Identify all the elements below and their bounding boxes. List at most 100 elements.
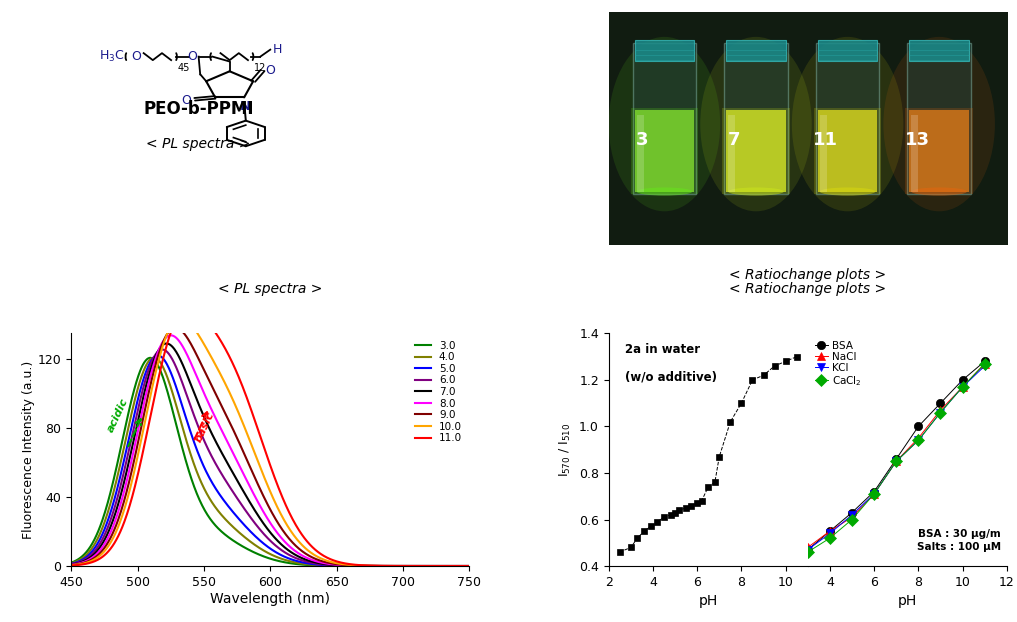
6.0	[135, 390, 147, 397]
5.0	[300, 559, 312, 567]
Bar	[631, 108, 699, 194]
Text: 12: 12	[254, 63, 266, 73]
4.0	[148, 354, 161, 361]
Ellipse shape	[637, 187, 693, 195]
Text: PEO-b-PPMI: PEO-b-PPMI	[143, 100, 254, 118]
7.0	[135, 401, 147, 408]
NaCl	[824, 527, 836, 535]
Line: 6.0: 6.0	[71, 350, 469, 566]
9.0	[300, 550, 312, 558]
3.0	[168, 413, 180, 420]
BSA	[846, 509, 858, 516]
X-axis label: Wavelength (nm): Wavelength (nm)	[211, 592, 331, 606]
11.0	[65, 562, 77, 569]
Text: basic: basic	[193, 410, 217, 444]
Text: acidic: acidic	[106, 396, 130, 434]
Text: 13: 13	[905, 131, 930, 149]
NaCl	[957, 383, 969, 391]
5.0	[463, 562, 475, 570]
NaCl	[935, 406, 947, 414]
Bar	[909, 40, 969, 62]
4.0	[300, 560, 312, 568]
5.0	[135, 381, 147, 389]
Bar	[818, 110, 878, 192]
9.0	[463, 562, 475, 570]
Line: BSA: BSA	[803, 357, 989, 554]
NaCl	[869, 490, 881, 498]
3.0	[300, 561, 312, 569]
11.0	[183, 304, 195, 312]
4.0	[246, 539, 258, 547]
8.0	[135, 410, 147, 417]
Line: 3.0: 3.0	[71, 358, 469, 566]
Bar	[814, 108, 882, 194]
8.0	[365, 562, 377, 570]
Text: 2a in water: 2a in water	[624, 343, 700, 356]
Line: 9.0: 9.0	[71, 328, 469, 566]
Text: 11: 11	[814, 131, 838, 149]
BSA	[801, 546, 814, 554]
8.0	[300, 554, 312, 562]
7.0	[65, 561, 77, 569]
Text: 3: 3	[637, 131, 649, 149]
5.0	[65, 560, 77, 568]
KCl	[890, 458, 902, 465]
Bar	[635, 40, 695, 62]
Line: 7.0: 7.0	[71, 343, 469, 566]
6.0	[168, 360, 180, 367]
Ellipse shape	[911, 187, 967, 195]
Line: 11.0: 11.0	[71, 308, 469, 566]
Line: 8.0: 8.0	[71, 335, 469, 566]
KCl	[824, 530, 836, 537]
Bar	[726, 110, 786, 192]
4.0	[365, 562, 377, 570]
11.0	[135, 454, 147, 462]
Text: O: O	[131, 50, 140, 63]
6.0	[246, 516, 258, 523]
6.0	[463, 562, 475, 570]
CaCl$_2$	[978, 360, 991, 368]
Text: (w/o additive): (w/o additive)	[624, 371, 717, 384]
3.0	[65, 559, 77, 567]
9.0	[168, 324, 180, 332]
4.0	[135, 373, 147, 380]
CaCl$_2$	[912, 437, 924, 444]
10.0	[332, 560, 344, 567]
6.0	[65, 560, 77, 568]
4.0	[65, 560, 77, 567]
Bar	[911, 115, 918, 192]
7.0	[365, 562, 377, 570]
8.0	[65, 561, 77, 569]
11.0	[246, 409, 258, 416]
11.0	[365, 562, 377, 569]
Line: CaCl$_2$: CaCl$_2$	[803, 360, 989, 556]
Text: < PL spectra >: < PL spectra >	[146, 137, 251, 151]
Line: 5.0: 5.0	[71, 356, 469, 566]
10.0	[168, 318, 180, 326]
Y-axis label: I$_{570}$ / I$_{510}$: I$_{570}$ / I$_{510}$	[558, 422, 574, 477]
Text: 7: 7	[728, 131, 740, 149]
Legend: BSA, NaCl, KCl, CaCl$_2$: BSA, NaCl, KCl, CaCl$_2$	[813, 338, 863, 390]
NaCl	[846, 513, 858, 521]
X-axis label: pH: pH	[898, 594, 917, 608]
10.0	[175, 314, 187, 322]
Line: NaCl: NaCl	[803, 360, 989, 552]
Legend: 3.0, 4.0, 5.0, 6.0, 7.0, 8.0, 9.0, 10.0, 11.0: 3.0, 4.0, 5.0, 6.0, 7.0, 8.0, 9.0, 10.0,…	[413, 338, 464, 445]
Text: < Ratiochange plots >: < Ratiochange plots >	[729, 282, 887, 296]
Bar	[909, 110, 969, 192]
Line: 10.0: 10.0	[71, 318, 469, 566]
CaCl$_2$	[824, 534, 836, 542]
8.0	[332, 561, 344, 569]
CaCl$_2$	[890, 458, 902, 465]
10.0	[135, 434, 147, 441]
Ellipse shape	[820, 187, 876, 195]
11.0	[332, 558, 344, 565]
8.0	[246, 487, 258, 494]
11.0	[463, 562, 475, 570]
Text: < Ratiochange plots >: < Ratiochange plots >	[729, 268, 887, 282]
Bar	[633, 43, 697, 194]
Text: BSA : 30 μg/m
Salts : 100 μM: BSA : 30 μg/m Salts : 100 μM	[916, 529, 1001, 552]
9.0	[170, 324, 182, 332]
5.0	[152, 352, 164, 360]
Bar	[816, 43, 880, 194]
